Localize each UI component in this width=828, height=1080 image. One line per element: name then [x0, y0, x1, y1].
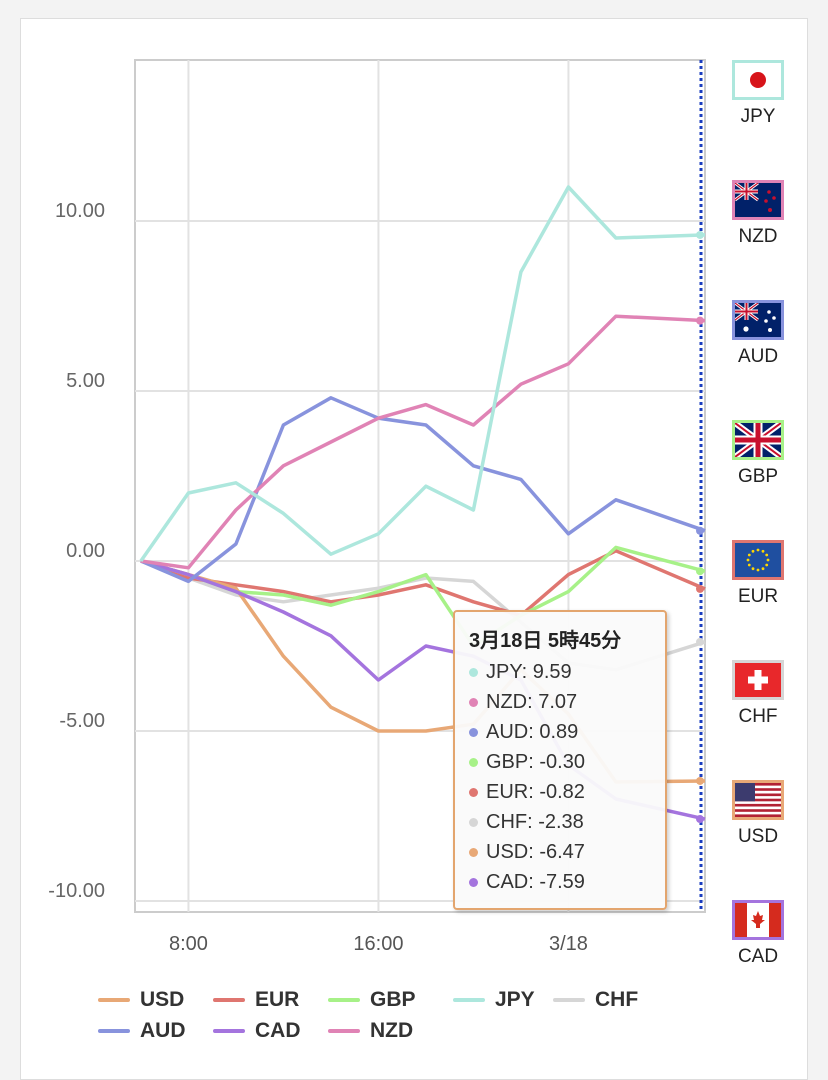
point-marker-nzd [696, 316, 704, 325]
legend-item-aud[interactable]: AUD [98, 1019, 186, 1043]
legend-item-jpy[interactable]: JPY [453, 988, 535, 1012]
legend-label: CHF [595, 988, 639, 1011]
tooltip-row-label: GBP: -0.30 [486, 751, 585, 773]
flag-gbp[interactable]: GBP [730, 420, 786, 488]
point-marker-eur [696, 584, 704, 593]
legend-label: CAD [255, 1019, 301, 1042]
japan-flag-icon [732, 60, 784, 100]
legend-label: USD [140, 988, 185, 1011]
legend-item-eur[interactable]: EUR [213, 988, 299, 1012]
point-marker-cad [696, 815, 704, 824]
australia-flag-icon [732, 300, 784, 340]
new-zealand-flag-icon [732, 180, 784, 220]
uk-flag-icon [732, 420, 784, 460]
y-tick-label: -10.00 [48, 880, 105, 902]
tooltip-row-label: USD: -6.47 [486, 841, 585, 863]
legend-swatch [98, 998, 130, 1003]
point-marker-aud [696, 526, 704, 535]
y-tick-label: 5.00 [66, 370, 105, 392]
legend-swatch [328, 998, 360, 1003]
series-dot-icon [469, 788, 478, 798]
tooltip-row-label: CAD: -7.59 [486, 871, 585, 893]
legend-swatch [213, 998, 245, 1003]
series-line-eur [140, 549, 706, 618]
tooltip-row-label: JPY: 9.59 [486, 661, 572, 683]
flag-chf[interactable]: CHF [730, 660, 786, 728]
legend-swatch [453, 998, 485, 1003]
tooltip-row: CAD: -7.59 [469, 867, 651, 897]
eu-flag-icon [732, 540, 784, 580]
x-tick-label: 8:00 [169, 933, 208, 955]
tooltip-row: EUR: -0.82 [469, 777, 651, 807]
usa-flag-icon [732, 780, 784, 820]
series-dot-icon [469, 698, 478, 708]
series-line-jpy [139, 185, 706, 563]
tooltip-row: NZD: 7.07 [469, 687, 651, 717]
tooltip: 3月18日 5時45分 JPY: 9.59 NZD: 7.07 AUD: 0.89 G… [453, 610, 667, 910]
legend-item-gbp[interactable]: GBP [328, 988, 416, 1012]
flag-label: CAD [737, 946, 779, 967]
series-line-nzd [140, 314, 706, 570]
series-dot-icon [469, 728, 478, 738]
switzerland-flag-icon [732, 660, 784, 700]
flag-label: GBP [737, 466, 779, 487]
tooltip-row-label: CHF: -2.38 [486, 811, 584, 833]
canada-flag-icon [732, 900, 784, 940]
legend-swatch [553, 998, 585, 1003]
legend-label: AUD [140, 1019, 186, 1042]
flag-aud[interactable]: AUD [730, 300, 786, 368]
legend-label: EUR [255, 988, 300, 1011]
flag-label: NZD [738, 226, 778, 247]
point-marker-usd [696, 776, 704, 785]
point-marker-gbp [696, 567, 704, 576]
flag-label: CHF [738, 706, 778, 727]
legend-label: NZD [370, 1019, 414, 1042]
tooltip-row: AUD: 0.89 [469, 717, 651, 747]
legend-swatch [98, 1029, 130, 1034]
series-dot-icon [469, 848, 478, 858]
y-tick-label: 0.00 [66, 540, 105, 562]
legend-swatch [213, 1029, 245, 1034]
x-tick-label: 16:00 [353, 933, 403, 955]
legend-item-usd[interactable]: USD [98, 988, 184, 1012]
x-axis-labels: 8:00 16:00 3/18 [169, 933, 588, 955]
series-dot-icon [469, 668, 478, 678]
series-dot-icon [469, 758, 478, 768]
tooltip-row-label: AUD: 0.89 [486, 721, 579, 743]
legend-item-nzd[interactable]: NZD [328, 1019, 413, 1043]
flag-eur[interactable]: EUR [730, 540, 786, 608]
y-axis-labels: 10.00 5.00 0.00 -5.00 -10.00 [48, 200, 105, 902]
flag-label: USD [737, 826, 779, 847]
legend-label: GBP [370, 988, 416, 1011]
series-dot-icon [469, 878, 478, 888]
series-dot-icon [469, 818, 478, 828]
legend-label: JPY [495, 988, 535, 1011]
series-markers [696, 230, 704, 824]
x-tick-label: 3/18 [549, 933, 588, 955]
tooltip-row: JPY: 9.59 [469, 657, 651, 687]
tooltip-row: USD: -6.47 [469, 837, 651, 867]
flag-label: AUD [737, 346, 779, 367]
tooltip-row-label: NZD: 7.07 [486, 691, 578, 713]
tooltip-row: GBP: -0.30 [469, 747, 651, 777]
legend-item-cad[interactable]: CAD [213, 1019, 301, 1043]
flag-usd[interactable]: USD [730, 780, 786, 848]
series-line-aud [140, 396, 706, 584]
tooltip-title: 3月18日 5時45分 [469, 630, 622, 652]
flag-jpy[interactable]: JPY [730, 60, 786, 128]
flag-cad[interactable]: CAD [730, 900, 786, 968]
point-marker-chf [696, 637, 704, 646]
legend-item-chf[interactable]: CHF [553, 988, 638, 1012]
point-marker-jpy [696, 230, 704, 239]
flag-label: EUR [737, 586, 779, 607]
y-tick-label: -5.00 [59, 710, 105, 732]
tooltip-row: CHF: -2.38 [469, 807, 651, 837]
flag-label: JPY [740, 106, 776, 127]
flag-nzd[interactable]: NZD [730, 180, 786, 248]
legend-swatch [328, 1029, 360, 1034]
tooltip-row-label: EUR: -0.82 [486, 781, 585, 803]
y-tick-label: 10.00 [55, 200, 105, 222]
